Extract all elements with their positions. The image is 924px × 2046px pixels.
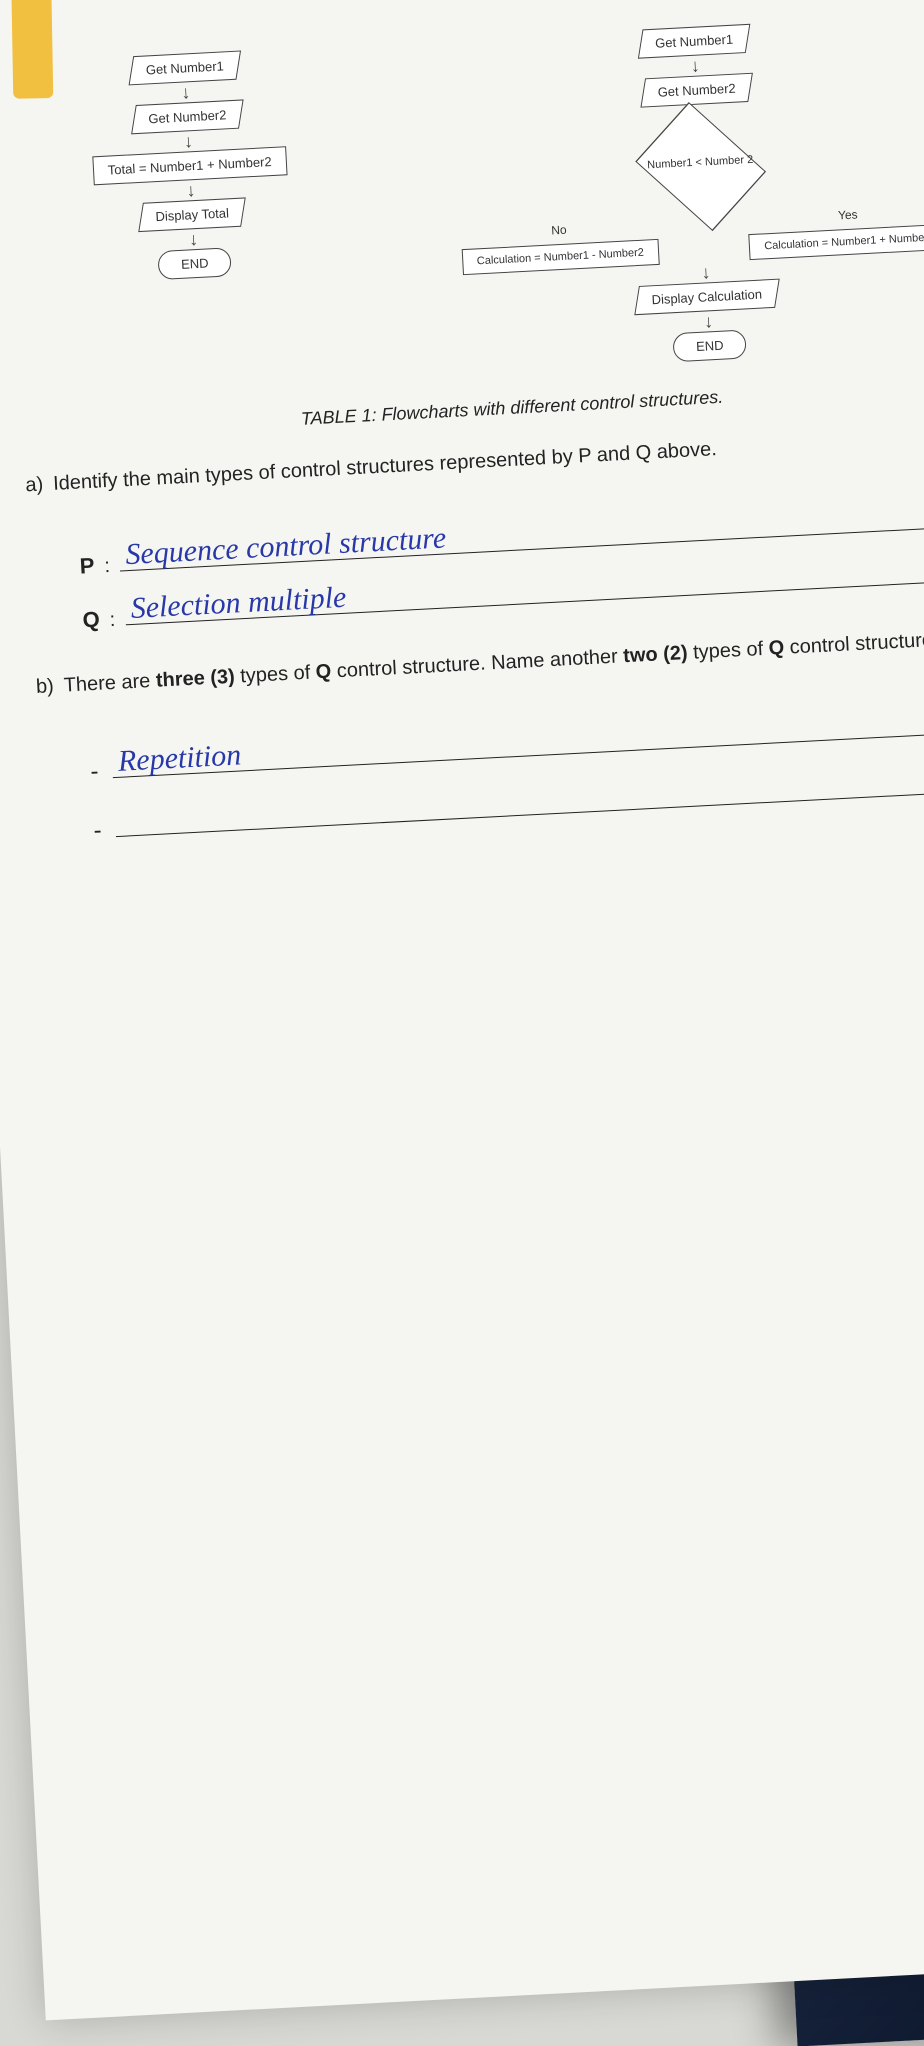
handwritten-q: Selection multiple: [130, 581, 347, 626]
no-branch: No Calculation = Number1 - Number2: [414, 212, 706, 281]
arrow-icon: ↓: [690, 56, 700, 74]
handwritten-p: Sequence control structure: [125, 521, 447, 572]
fc-terminal: END: [157, 247, 232, 280]
flowcharts-container: Get Number1 ↓ Get Number2 ↓ Total = Numb…: [3, 9, 924, 400]
arrow-icon: ↓: [189, 230, 199, 248]
yes-branch: Yes Calculation = Number1 + Number2: [703, 196, 924, 265]
worksheet-paper: Get Number1 ↓ Get Number2 ↓ Total = Numb…: [0, 0, 924, 2020]
fc-step: Get Number1: [128, 50, 241, 85]
yellow-marker: [11, 0, 53, 99]
fc-step: Display Total: [138, 197, 246, 232]
arrow-icon: ↓: [181, 83, 191, 101]
no-label: No: [551, 223, 567, 238]
colon: :: [109, 609, 116, 632]
branch-row: No Calculation = Number1 - Number2 Yes C…: [414, 196, 924, 280]
arrow-icon: ↓: [183, 132, 193, 150]
yes-label: Yes: [838, 207, 858, 222]
fc-step: Get Number2: [131, 99, 244, 134]
fc-step: Display Calculation: [635, 279, 780, 316]
fc-step: Get Number2: [640, 73, 753, 108]
dash-2: -: [93, 817, 102, 845]
q-letter-a: a): [25, 473, 44, 497]
q-label: Q: [82, 607, 100, 634]
arrow-icon: ↓: [701, 263, 711, 281]
fc-decision: Number1 < Number 2: [624, 128, 777, 206]
colon: :: [104, 555, 111, 578]
fc-step: Calculation = Number1 - Number2: [461, 239, 659, 275]
flowchart-q: Get Number1 ↓ Get Number2 ↓ Number1 < Nu…: [404, 9, 924, 379]
fc-step: Get Number1: [638, 24, 751, 59]
arrow-icon: ↓: [704, 312, 714, 330]
handwritten-b1: Repetition: [117, 738, 242, 778]
arrow-icon: ↓: [186, 181, 196, 199]
fc-terminal: END: [672, 329, 747, 362]
fc-step: Calculation = Number1 + Number2: [749, 224, 924, 260]
dash-1: -: [90, 758, 99, 786]
q-letter-b: b): [35, 675, 54, 699]
p-label: P: [79, 553, 95, 580]
flowchart-p: Get Number1 ↓ Get Number2 ↓ Total = Numb…: [3, 41, 382, 399]
